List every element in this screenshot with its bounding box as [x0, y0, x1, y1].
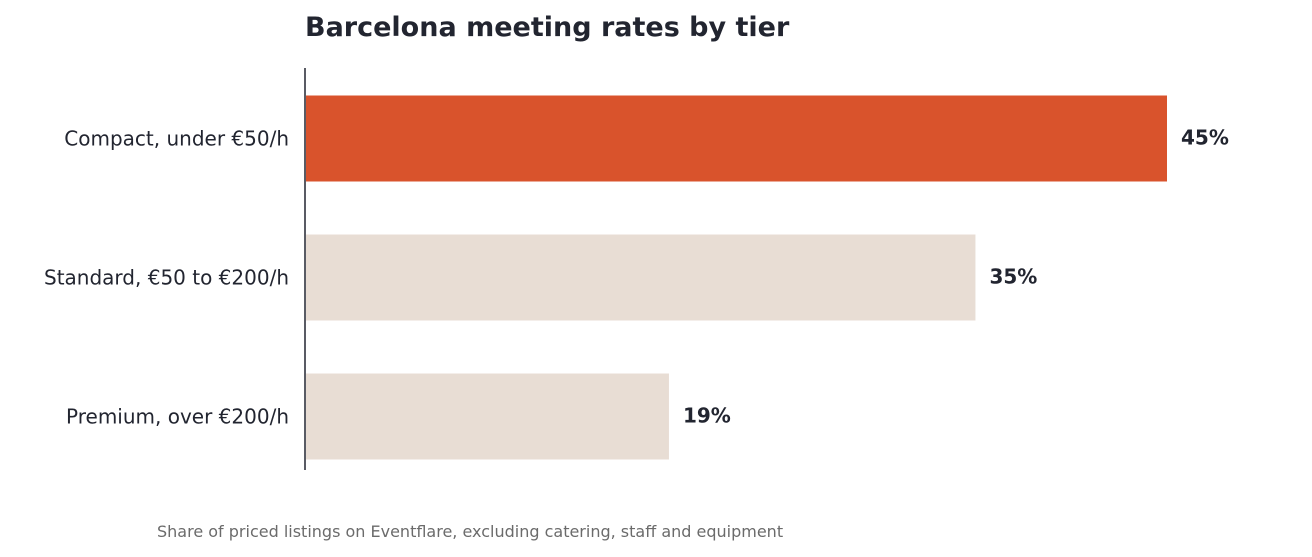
- data-label: 19%: [683, 404, 731, 428]
- bar: [306, 373, 669, 460]
- category-label: Compact, under €50/h: [64, 127, 289, 151]
- bar: [306, 234, 976, 321]
- bar: [306, 95, 1167, 182]
- category-label: Standard, €50 to €200/h: [44, 266, 289, 290]
- chart-title: Barcelona meeting rates by tier: [305, 12, 790, 43]
- bars-layer: Compact, under €50/h 45% Standard, €50 to …: [44, 95, 1229, 460]
- data-label: 45%: [1181, 126, 1229, 150]
- data-label: 35%: [989, 265, 1037, 289]
- category-label: Premium, over €200/h: [66, 405, 289, 429]
- chart-caption: Share of priced listings on Eventflare, …: [157, 522, 784, 541]
